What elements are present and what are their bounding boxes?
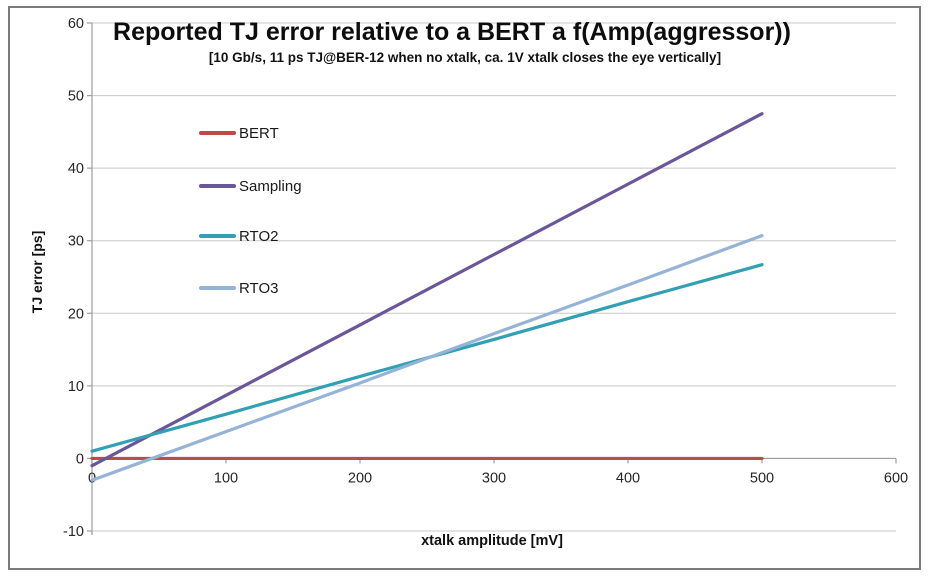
legend-label-rto2: RTO2: [239, 227, 279, 245]
y-axis-title: TJ error [ps]: [29, 230, 45, 314]
x-tick-label: 100: [214, 470, 238, 486]
chart-subtitle: [10 Gb/s, 11 ps TJ@BER-12 when no xtalk,…: [208, 50, 722, 65]
y-tick-label: 60: [68, 16, 84, 32]
legend-line-swatch-rto2: [199, 234, 236, 238]
x-tick-label: 400: [616, 470, 640, 486]
legend-item-bert: BERT: [199, 123, 279, 143]
legend-item-rto3: RTO3: [199, 278, 278, 298]
y-tick-label: 40: [68, 161, 84, 177]
y-tick-label: 10: [68, 379, 84, 395]
x-tick-label: 500: [750, 470, 774, 486]
legend-line-swatch-sampling: [199, 184, 236, 188]
series-line-rto3: [90, 234, 764, 482]
y-tick-label: 20: [68, 306, 84, 322]
series-line-sampling: [90, 112, 764, 468]
legend-label-sampling: Sampling: [239, 177, 302, 195]
x-tick-label: 200: [348, 470, 372, 486]
legend-line-swatch-rto3: [199, 286, 236, 290]
x-tick-label: 0: [88, 470, 96, 486]
y-tick-label: 50: [68, 89, 84, 105]
figure-border: [8, 6, 921, 570]
y-tick-label: -10: [63, 524, 84, 540]
x-tick-label: 300: [482, 470, 506, 486]
legend-label-rto3: RTO3: [239, 279, 279, 297]
chart-title: Reported TJ error relative to a BERT a f…: [113, 18, 791, 46]
legend-label-bert: BERT: [239, 124, 279, 142]
y-tick-label: 0: [76, 451, 84, 467]
x-tick-label: 600: [884, 470, 908, 486]
legend-item-rto2: RTO2: [199, 226, 278, 246]
x-axis-title: xtalk amplitude [mV]: [421, 533, 563, 549]
legend-line-swatch-bert: [199, 131, 236, 135]
y-tick-label: 30: [68, 234, 84, 250]
legend-item-sampling: Sampling: [199, 176, 302, 196]
